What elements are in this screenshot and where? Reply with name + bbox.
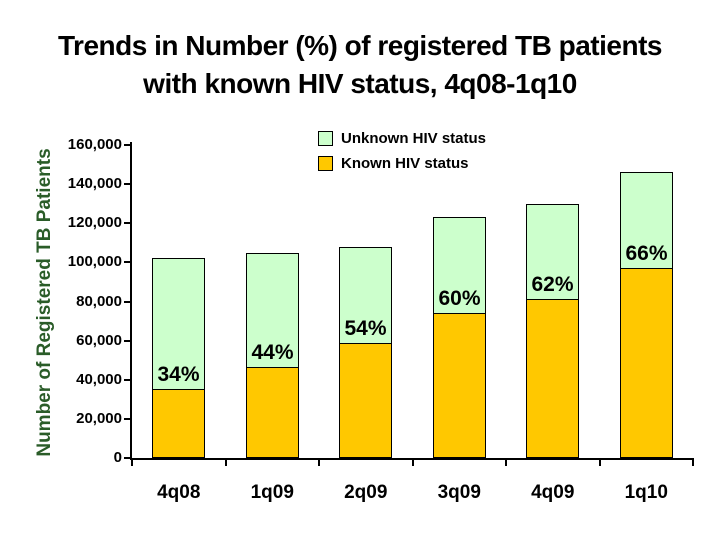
legend-swatch-known [318, 155, 333, 171]
y-tick-label: 60,000 [76, 331, 122, 349]
x-category-label: 1q09 [250, 482, 294, 503]
stacked-bar: 44% [246, 253, 299, 458]
bar-segment-known [527, 299, 578, 457]
y-tick-mark [124, 261, 130, 264]
x-tick-mark [692, 458, 694, 466]
y-tick-label: 160,000 [67, 136, 122, 153]
chart-title-line1: Trends in Number (%) of registered TB pa… [58, 30, 662, 61]
legend-swatch-unknown [318, 130, 333, 146]
y-tick-label: 0 [113, 449, 122, 466]
x-tick-mark [131, 458, 133, 466]
y-tick-label: 20,000 [76, 409, 122, 427]
y-tick-mark [124, 457, 130, 459]
bar-segment-known [247, 367, 298, 457]
y-tick-mark [124, 417, 130, 420]
legend: Unknown HIV status Known HIV status [318, 130, 486, 180]
y-tick-label: 40,000 [76, 370, 122, 388]
stacked-bar: 34% [152, 258, 205, 458]
legend-label-known: Known HIV status [341, 154, 469, 172]
x-tick-mark [224, 458, 227, 466]
percent-known-label: 66% [625, 242, 668, 265]
y-axis-line [130, 142, 132, 460]
stacked-bar: 66% [620, 172, 673, 458]
legend-item-known: Known HIV status [318, 154, 486, 172]
y-tick-label: 100,000 [67, 253, 122, 271]
percent-known-label: 62% [531, 273, 574, 296]
x-category-label: 3q09 [437, 482, 481, 503]
percent-known-label: 34% [157, 363, 200, 386]
x-tick-mark [505, 458, 507, 466]
percent-known-label: 44% [251, 341, 294, 364]
y-tick-label: 140,000 [67, 175, 122, 193]
y-tick-label: 80,000 [76, 292, 122, 310]
y-tick-mark [124, 183, 130, 186]
stacked-bar: 54% [339, 247, 392, 458]
bar-segment-known [434, 313, 485, 457]
x-category-label: 1q10 [624, 482, 668, 503]
x-category-label: 4q08 [157, 482, 201, 503]
y-tick-mark [124, 378, 130, 381]
x-tick-mark [411, 458, 414, 466]
percent-known-label: 54% [344, 317, 387, 340]
legend-label-unknown: Unknown HIV status [341, 129, 487, 147]
percent-known-label: 60% [438, 287, 481, 310]
stacked-bar: 62% [526, 204, 579, 458]
x-category-label: 2q09 [344, 482, 388, 503]
legend-item-unknown: Unknown HIV status [318, 129, 487, 147]
y-tick-mark [124, 144, 130, 146]
y-tick-mark [124, 222, 130, 225]
x-tick-mark [318, 458, 320, 466]
x-tick-mark [598, 458, 601, 466]
chart-title-line2: with known HIV status, 4q08-1q10 [143, 68, 577, 99]
bar-segment-known [621, 268, 672, 457]
y-tick-mark [124, 300, 130, 303]
stacked-bar: 60% [433, 217, 486, 458]
y-tick-mark [124, 339, 130, 342]
y-tick-label: 120,000 [67, 214, 122, 232]
chart-title: Trends in Number (%) of registered TB pa… [0, 27, 720, 103]
bar-segment-known [153, 389, 204, 457]
bar-segment-known [340, 343, 391, 457]
x-category-label: 4q09 [531, 482, 575, 503]
